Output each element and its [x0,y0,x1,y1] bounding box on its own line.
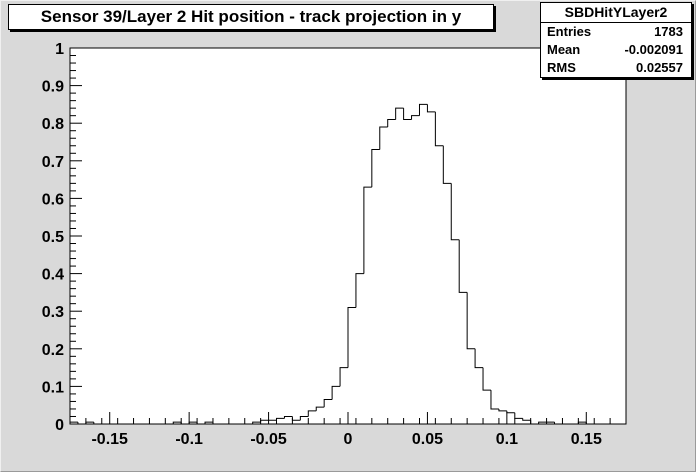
x-tick-label: -0.05 [250,431,287,448]
histogram-bin [323,399,333,408]
stats-row-entries: Entries 1783 [541,23,691,41]
stats-rms-label: RMS [547,60,576,75]
stats-entries-label: Entries [547,24,592,39]
stats-mean-label: Mean [547,42,581,57]
histogram-bin [307,410,317,417]
y-tick-label: 0.6 [42,191,64,208]
y-tick-label: 1 [55,41,64,58]
histogram-bin [315,406,325,411]
histogram-bin [387,118,396,127]
histogram-bin [466,292,476,350]
y-tick-label: 0.1 [42,379,64,396]
histogram-bin [395,107,404,120]
histogram-bin [331,385,341,400]
y-tick-label: 0.5 [42,229,64,246]
histogram-bin [554,422,563,425]
y-tick-label: 0.7 [42,154,64,171]
histogram-bin [93,422,102,425]
y-tick-label: 0.3 [42,304,64,321]
histogram-bin [538,421,547,424]
histogram-bin [450,183,460,241]
y-tick-label: 0.4 [42,267,64,284]
histogram-bin [283,415,293,419]
x-tick-label: 0.1 [496,431,518,448]
histogram-bin [379,126,388,150]
histogram-bin [482,367,491,391]
y-tick-label: 0 [55,417,64,434]
stats-row-rms: RMS 0.02557 [541,59,691,77]
stats-row-mean: Mean -0.002091 [541,41,691,59]
histogram-bin [204,421,213,424]
histogram-bin [172,421,182,424]
y-tick-label: 0.8 [42,116,64,133]
histogram-bin [474,348,484,369]
histogram-bin [363,186,372,274]
histogram-bin [434,111,444,147]
x-tick-label: 0.05 [412,431,443,448]
histogram-bin [426,104,436,113]
histogram-bin [252,421,261,424]
stats-histogram-name: SBDHitYLayer2 [541,3,691,23]
chart-title: Sensor 39/Layer 2 Hit position - track p… [8,4,494,30]
stats-mean-value: -0.002091 [624,42,683,57]
histogram-bin [355,273,364,308]
y-tick-label: 0.9 [42,79,64,96]
x-tick-label: 0.15 [571,431,602,448]
histogram-bin [442,145,452,184]
x-tick-label: -0.1 [175,431,203,448]
histogram-bin [411,115,420,120]
stats-entries-value: 1783 [654,24,683,39]
histogram-bin [418,103,428,116]
histogram-bin [458,239,468,293]
histogram-bin [299,415,309,421]
x-tick-label: 0 [344,431,353,448]
histogram-bin [371,149,380,188]
histogram-bin [490,390,499,410]
stats-rms-value: 0.02557 [636,60,683,75]
histogram-bin [498,408,507,412]
stats-box: SBDHitYLayer2 Entries 1783 Mean -0.00209… [540,2,692,78]
y-tick-label: 0.2 [42,342,64,359]
histogram-bin [522,418,531,421]
histogram-bin [339,367,348,387]
histogram-bin [347,306,356,368]
x-tick-label: -0.15 [91,431,128,448]
histogram-bin [403,108,412,120]
